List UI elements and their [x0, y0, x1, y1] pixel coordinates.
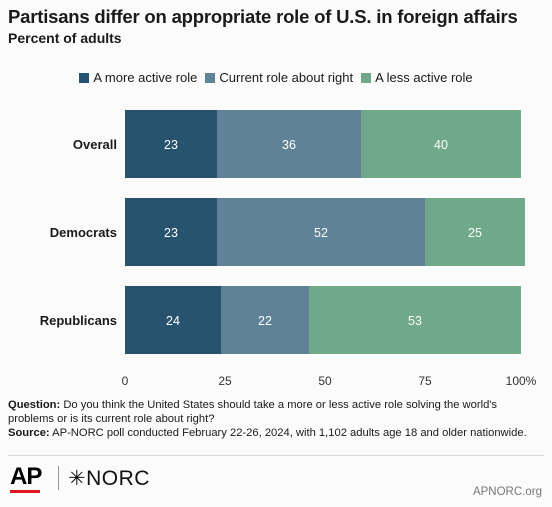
- bar-segment-democrats-0: [125, 198, 217, 266]
- x-tick-label: 50: [318, 374, 332, 388]
- data-label-democrats-1: 52: [314, 226, 328, 240]
- bar-segment-overall-0: [125, 110, 217, 178]
- logo-separator: [58, 466, 59, 490]
- legend-swatch-about-right: [205, 72, 216, 83]
- legend-swatch-more-active: [79, 72, 90, 83]
- legend-label-about-right: Current role about right: [219, 70, 354, 85]
- chart-title: Partisans differ on appropriate role of …: [8, 6, 518, 27]
- bar-segment-republicans-2: [309, 286, 521, 354]
- ap-logo: AP: [10, 463, 42, 490]
- bar-segment-overall-1: [217, 110, 361, 178]
- chart-subtitle: Percent of adults: [8, 30, 122, 46]
- chart-note: Question: Do you think the United States…: [8, 398, 546, 440]
- legend-label-less-active: A less active role: [375, 70, 473, 85]
- category-label-republicans: Republicans: [40, 313, 117, 328]
- stacked-bar-chart: Overall 23 36 40 Democrats 23 52 25 Republicans 2…: [40, 110, 537, 388]
- legend: A more active role Current role about ri…: [0, 70, 552, 85]
- footer-divider: [8, 455, 544, 456]
- legend-item-less-active: A less active role: [361, 70, 473, 85]
- question-label: Question:: [8, 399, 61, 411]
- data-label-overall-2: 40: [434, 138, 448, 152]
- legend-item-more-active: A more active role: [79, 70, 197, 85]
- bar-segment-republicans-0: [125, 286, 221, 354]
- legend-swatch-less-active: [361, 72, 372, 83]
- norc-logo: ✳NORC: [68, 467, 150, 490]
- question-text: Do you think the United States should ta…: [8, 399, 498, 425]
- legend-label-more-active: A more active role: [93, 70, 198, 85]
- source-text: AP-NORC poll conducted February 22-26, 2…: [52, 427, 527, 439]
- category-label-overall: Overall: [73, 137, 117, 152]
- x-tick-label: 25: [218, 374, 232, 388]
- bar-segment-republicans-1: [221, 286, 309, 354]
- data-label-republicans-0: 24: [166, 314, 180, 328]
- question-note: Question: Do you think the United States…: [8, 398, 546, 426]
- x-tick-label: 0: [122, 374, 129, 388]
- data-label-democrats-2: 25: [468, 226, 482, 240]
- data-label-republicans-1: 22: [258, 314, 272, 328]
- credit-text: APNORC.org: [472, 486, 542, 498]
- data-label-democrats-0: 23: [164, 226, 178, 240]
- source-note: Source: AP-NORC poll conducted February …: [8, 426, 546, 440]
- bar-segment-democrats-2: [425, 198, 525, 266]
- data-label-overall-0: 23: [164, 138, 178, 152]
- bar-segment-overall-2: [361, 110, 521, 178]
- data-label-republicans-2: 53: [408, 314, 422, 328]
- x-tick-label: 100%: [506, 374, 537, 388]
- bar-segment-democrats-1: [217, 198, 425, 266]
- data-label-overall-1: 36: [282, 138, 296, 152]
- source-label: Source:: [8, 427, 50, 439]
- legend-item-about-right: Current role about right: [205, 70, 353, 85]
- x-tick-label: 75: [418, 374, 432, 388]
- ap-logo-underline: [10, 490, 40, 493]
- category-label-democrats: Democrats: [50, 225, 117, 240]
